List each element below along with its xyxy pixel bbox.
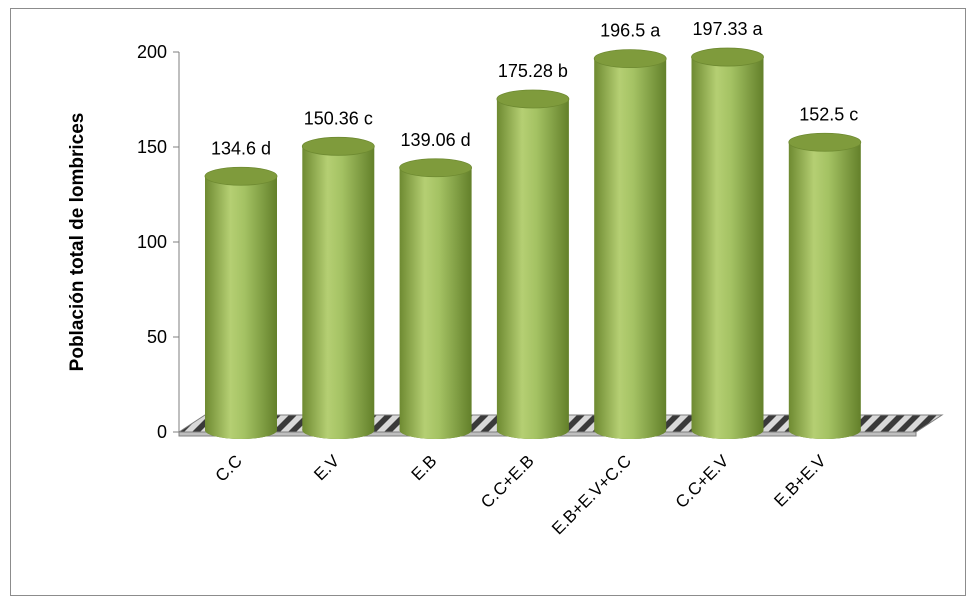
category-label: C.C — [212, 451, 246, 485]
bar-E.B+E.V+C.C — [593, 49, 667, 440]
y-tick-label: 100 — [137, 232, 167, 252]
bar-top — [593, 49, 667, 69]
bar-E.B+E.V — [788, 132, 862, 439]
data-labels: 134.6 d 150.36 c 139.06 d 175.28 b 196.5 a 19… — [211, 19, 858, 158]
y-tick-labels: 0 50 100 150 200 — [137, 42, 179, 442]
bar-top — [691, 47, 764, 67]
data-label: 197.33 a — [692, 19, 763, 39]
category-label: C.C+E.V — [672, 451, 733, 512]
data-label: 196.5 a — [600, 21, 661, 41]
bar-top — [301, 136, 375, 156]
y-tick-label: 0 — [157, 422, 167, 442]
y-axis-title: Población total de lombrices — [67, 113, 88, 372]
bar-body — [302, 146, 375, 440]
bar-body — [788, 142, 861, 439]
bar-C.C+E.B — [496, 89, 570, 439]
data-label: 175.28 b — [498, 61, 568, 81]
data-label: 134.6 d — [211, 138, 271, 158]
bar-body — [399, 167, 472, 439]
y-tick-label: 200 — [137, 42, 167, 62]
bar-top — [788, 132, 862, 152]
bar-C.C — [204, 166, 278, 439]
category-label: E.V — [310, 451, 343, 484]
bar-body — [691, 57, 764, 440]
bar-top — [399, 158, 473, 178]
bar-top — [496, 89, 570, 109]
category-labels: C.C E.V E.B C.C+E.B E.B+E.V+C.C C.C+E.V E.B+E.… — [212, 451, 830, 538]
bar-body — [594, 58, 667, 440]
category-label: E.B — [408, 451, 441, 484]
data-label: 150.36 c — [304, 108, 373, 128]
y-tick-label: 50 — [147, 327, 167, 347]
bars — [204, 47, 862, 440]
y-tick-label: 150 — [137, 137, 167, 157]
category-label: E.B+E.V+C.C — [548, 451, 635, 538]
bar-E.V — [301, 136, 375, 440]
category-label: C.C+E.B — [477, 451, 538, 512]
data-label: 152.5 c — [799, 104, 858, 124]
bar-C.C+E.V — [691, 47, 764, 440]
category-label: E.B+E.V — [770, 451, 830, 511]
bar-E.B — [399, 158, 473, 439]
bar-body — [205, 176, 277, 439]
bar-top — [204, 166, 278, 186]
bar-body — [496, 98, 569, 439]
data-label: 139.06 d — [401, 130, 471, 150]
